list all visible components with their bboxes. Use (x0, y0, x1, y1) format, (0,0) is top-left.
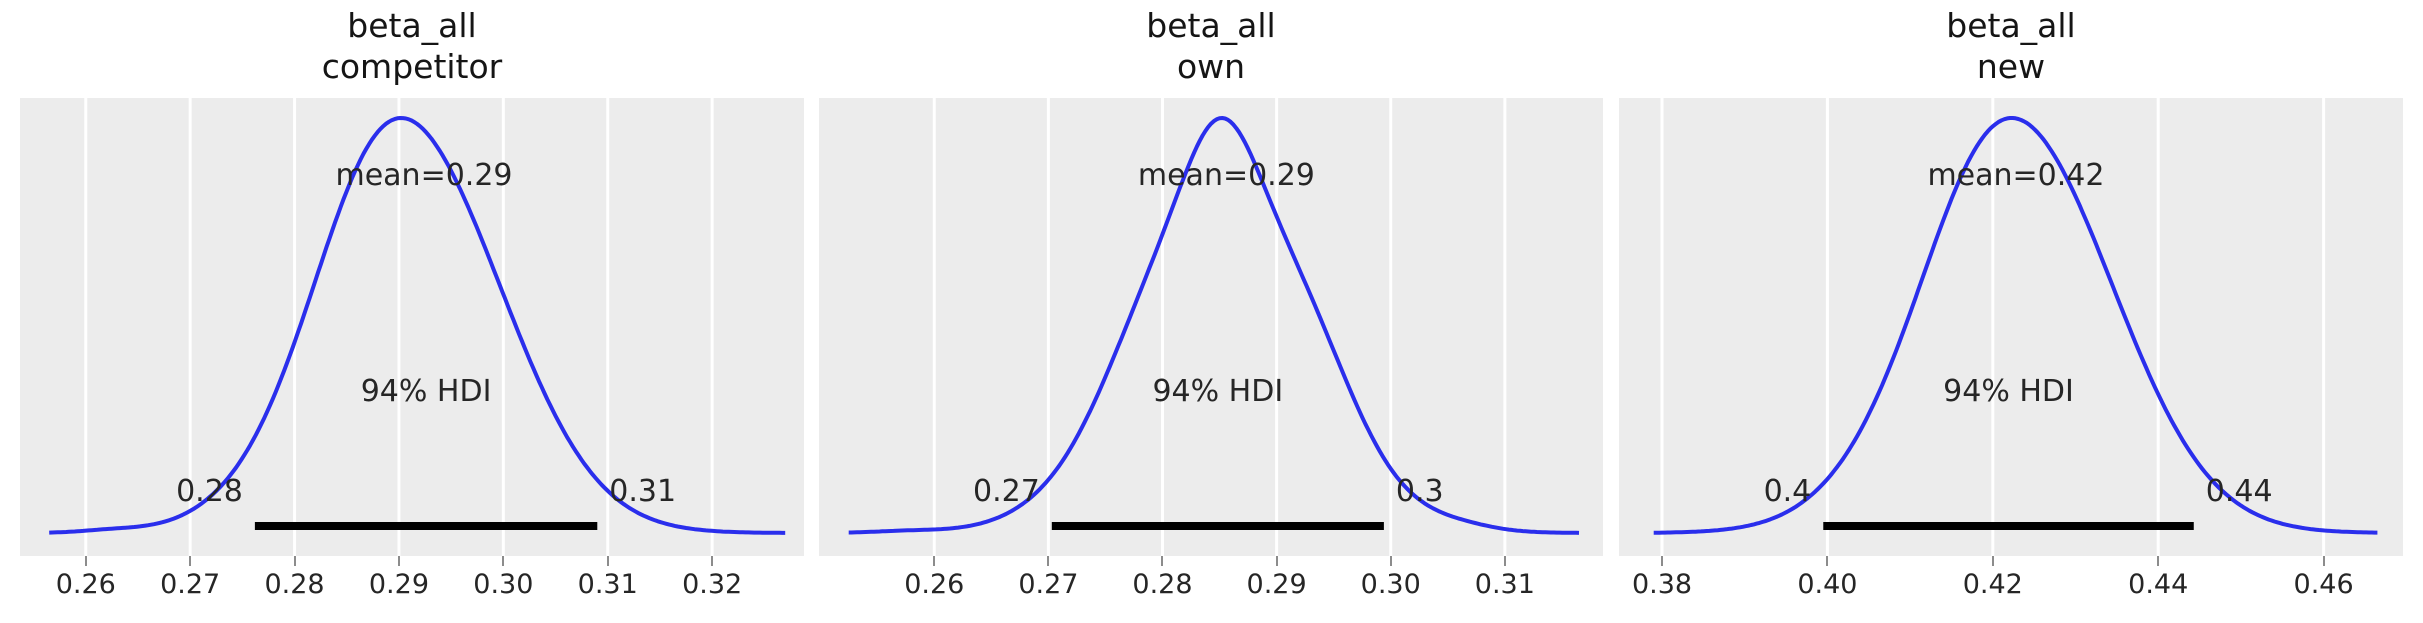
x-axis-tick-mark (1661, 556, 1663, 566)
hdi-percent-annotation: 94% HDI (1943, 374, 2074, 409)
panel-title: beta_all competitor (20, 5, 804, 87)
hdi-upper-bound-label: 0.31 (609, 474, 677, 509)
hdi-lower-bound-label: 0.28 (176, 474, 243, 509)
x-axis-tick-label: 0.26 (904, 569, 965, 600)
x-axis-tick-mark (2322, 556, 2325, 566)
hdi-upper-bound-label: 0.3 (1395, 474, 1444, 509)
plot-canvas (49, 98, 786, 556)
x-axis-tick-label: 0.28 (1132, 569, 1193, 600)
panel-title-dimension: own (1176, 47, 1246, 86)
x-axis-tick-mark (2157, 556, 2160, 566)
panel-title-variable: beta_all (1146, 6, 1276, 45)
x-axis-tick-label: 0.32 (682, 569, 743, 600)
mean-annotation: mean=0.42 (1927, 158, 2105, 193)
x-axis-tick-label: 0.26 (55, 569, 116, 600)
hdi-percent-annotation: 94% HDI (1152, 374, 1284, 409)
x-axis-tick-label: 0.44 (2128, 569, 2189, 600)
plot-area: mean=0.29 94% HDI 0.27 0.3 (819, 98, 1603, 556)
mean-annotation: mean=0.29 (1137, 158, 1315, 193)
x-axis-tick-mark (502, 556, 505, 566)
plot-canvas (1653, 98, 2378, 556)
x-axis-tick-label: 0.28 (264, 569, 325, 600)
x-axis-tick-label: 0.30 (1360, 569, 1421, 600)
density-curve (848, 116, 1580, 535)
x-axis-tick-mark (606, 556, 609, 566)
x-axis-tick-mark (84, 556, 87, 566)
mean-annotation: mean=0.29 (335, 158, 513, 193)
posterior-panel: beta_all own mean=0.29 94% HDI 0.27 0.3 … (819, 0, 1603, 623)
x-axis-tick-label: 0.31 (1474, 569, 1535, 600)
x-axis-tick-label: 0.30 (473, 569, 534, 600)
x-axis-tick-mark (189, 556, 192, 566)
x-axis-tick-mark (1826, 556, 1829, 566)
x-axis-tick-mark (1503, 556, 1506, 566)
x-axis-tick-mark (1047, 556, 1050, 566)
panel-title-variable: beta_all (1946, 6, 2076, 45)
x-axis-tick-mark (933, 556, 936, 566)
posterior-panel: beta_all competitor mean=0.29 94% HDI 0.… (20, 0, 804, 623)
x-axis-tick-mark (1275, 556, 1278, 566)
panel-title-dimension: competitor (321, 47, 503, 86)
hdi-lower-bound-label: 0.27 (973, 474, 1040, 509)
x-axis-tick-mark (711, 556, 714, 566)
x-axis-tick-label: 0.31 (577, 569, 638, 600)
x-axis-tick-mark (1389, 556, 1392, 566)
x-axis-tick-label: 0.40 (1797, 569, 1858, 600)
plot-area: mean=0.29 94% HDI 0.28 0.31 (20, 98, 804, 556)
plot-area: mean=0.42 94% HDI 0.4 0.44 (1619, 98, 2403, 556)
x-axis-tick-label: 0.38 (1631, 569, 1693, 600)
panel-title-dimension: new (1976, 47, 2046, 86)
posterior-panel: beta_all new mean=0.42 94% HDI 0.4 0.44 … (1619, 0, 2403, 623)
x-axis-tick-label: 0.46 (2293, 569, 2354, 600)
x-axis-tick-mark (293, 556, 296, 566)
x-axis-tick-label: 0.42 (1962, 569, 2023, 600)
density-curve (49, 116, 786, 535)
x-axis-tick-mark (1161, 556, 1164, 566)
x-axis-tick-label: 0.29 (1246, 569, 1307, 600)
hdi-lower-bound-label: 0.4 (1763, 474, 1812, 509)
panel-title-variable: beta_all (347, 6, 477, 45)
x-axis-tick-label: 0.29 (368, 569, 429, 600)
plot-canvas (848, 98, 1580, 556)
density-curve (1653, 116, 2378, 535)
hdi-upper-bound-label: 0.44 (2205, 474, 2273, 509)
x-axis-tick-mark (1991, 556, 1994, 566)
x-axis-tick-label: 0.27 (1018, 569, 1079, 600)
x-axis-tick-label: 0.27 (160, 569, 221, 600)
hdi-percent-annotation: 94% HDI (360, 374, 492, 409)
panel-title: beta_all own (819, 5, 1603, 87)
panel-title: beta_all new (1619, 5, 2403, 87)
x-axis-tick-mark (397, 556, 400, 566)
